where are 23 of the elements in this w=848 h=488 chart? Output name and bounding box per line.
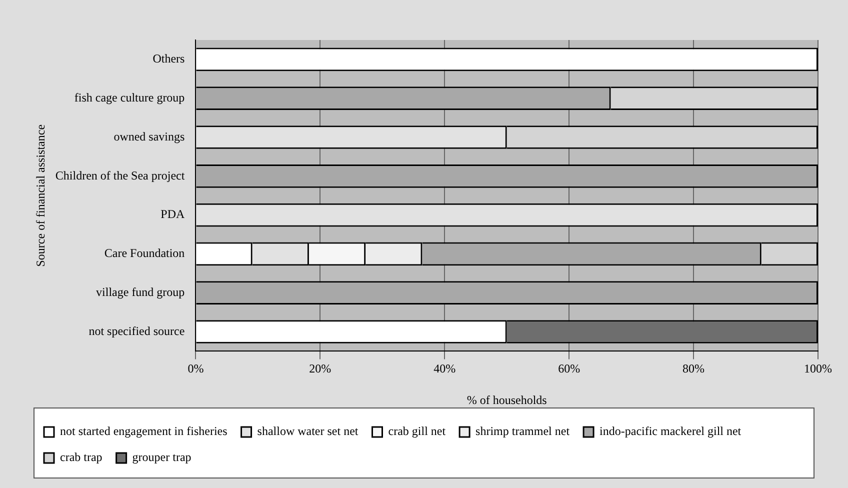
x-tick-label: 80% (682, 362, 705, 376)
x-tick-label: 0% (188, 362, 204, 376)
legend-label: crab trap (60, 450, 102, 464)
y-tick-label: Others (152, 52, 186, 66)
legend-label: shrimp trammel net (476, 424, 570, 438)
y-tick-label: fish cage culture group (74, 90, 185, 105)
x-tick-label: 40% (434, 362, 456, 376)
x-tick-label: 100% (804, 362, 832, 376)
y-tick-label: Children of the Sea project (55, 168, 186, 182)
y-tick-label: not specified source (88, 324, 185, 338)
legend-label: not started engagement in fisheries (60, 424, 228, 438)
legend-label: crab gill net (388, 424, 446, 438)
x-tick-label: 20% (309, 362, 332, 376)
y-tick-label: Care Foundation (104, 246, 185, 260)
y-tick-label: owned savings (114, 129, 186, 144)
legend-label: grouper trap (132, 450, 192, 464)
y-tick-label: village fund group (96, 285, 185, 300)
x-axis-title: % of households (466, 392, 548, 407)
legend-label: shallow water set net (257, 424, 359, 438)
x-tick-label: 60% (558, 362, 580, 376)
y-axis-title: Source of financial assistance (33, 124, 48, 267)
y-tick-label: PDA (160, 207, 186, 222)
legend-label: indo-pacific mackerel gill net (600, 424, 742, 438)
